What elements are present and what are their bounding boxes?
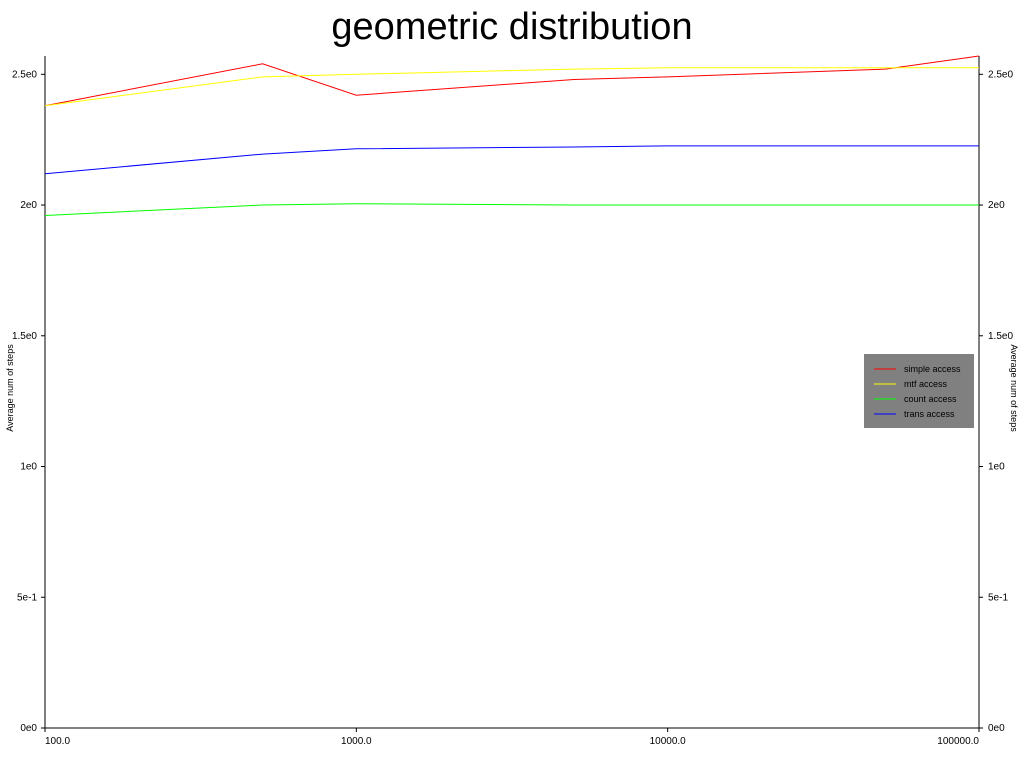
y-axis-label-left: Average num of steps: [5, 344, 15, 432]
legend-box: [864, 354, 974, 428]
y-tick-label-right-4: 2e0: [988, 200, 1005, 211]
y-tick-label-right-2: 1e0: [988, 462, 1005, 473]
y-tick-label-left-2: 1e0: [20, 462, 37, 473]
series-line-simple-access: [44, 55, 980, 107]
y-tick-label-left-4: 2e0: [20, 200, 37, 211]
y-axis-label-right: Average num of steps: [1009, 344, 1019, 432]
x-tick-label-0: 100.0: [45, 736, 70, 747]
x-tick-label-3: 100000.0: [937, 736, 979, 747]
legend-label-simple-access: simple access: [904, 364, 961, 374]
x-tick-label-1: 1000.0: [341, 736, 372, 747]
y-tick-label-right-5: 2.5e0: [988, 69, 1013, 80]
series-line-mtf-access: [44, 67, 979, 107]
x-tick-label-2: 10000.0: [650, 736, 687, 747]
legend-label-count-access: count access: [904, 394, 957, 404]
series-line-count-access: [44, 203, 979, 216]
y-tick-label-right-3: 1.5e0: [988, 331, 1013, 342]
legend-label-trans-access: trans access: [904, 409, 955, 419]
y-tick-label-left-0: 0e0: [20, 723, 37, 734]
y-tick-label-right-1: 5e-1: [988, 592, 1008, 603]
y-tick-label-left-5: 2.5e0: [12, 69, 37, 80]
series-line-trans-access: [44, 145, 979, 175]
y-tick-label-left-3: 1.5e0: [12, 331, 37, 342]
y-tick-label-left-1: 5e-1: [17, 592, 37, 603]
y-tick-label-right-0: 0e0: [988, 723, 1005, 734]
chart-title: geometric distribution: [331, 6, 693, 48]
legend-label-mtf-access: mtf access: [904, 379, 948, 389]
